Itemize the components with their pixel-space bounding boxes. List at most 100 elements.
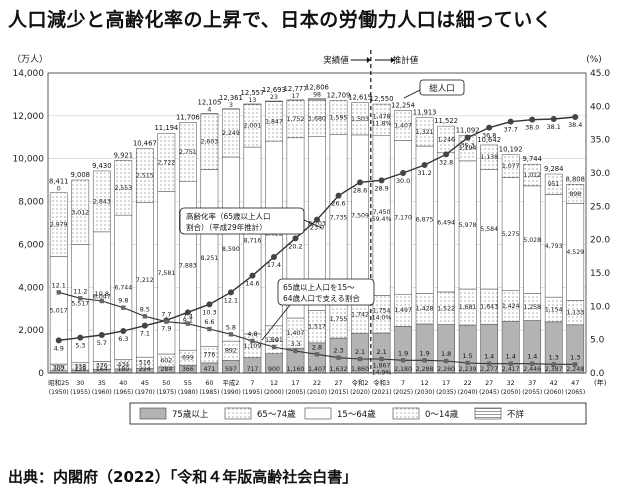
projected-label: 推計値 xyxy=(393,55,419,66)
total-label: 8,808 xyxy=(566,175,585,183)
x-year-label: (1990) xyxy=(221,389,241,396)
bar-value-label: 1,407 xyxy=(394,122,412,129)
bar-value-label: 6,875 xyxy=(416,217,434,224)
support-callout-leader xyxy=(261,304,291,341)
rate-label: 5.7 xyxy=(97,339,107,347)
bar-value-label: 2,180 xyxy=(394,366,412,373)
left-tick-label: 14,000 xyxy=(13,69,45,79)
rate-point xyxy=(357,179,364,186)
bar-value-label: 1,742 xyxy=(351,311,369,318)
bar-value-label: 900 xyxy=(268,366,280,373)
bar-value-label: 7,212 xyxy=(136,277,154,284)
figure-title: 人口減少と高齢化率の上昇で、日本の労働力人口は細っていく xyxy=(8,9,553,31)
bar-value-label: 366 xyxy=(182,366,194,373)
bar-segment xyxy=(92,170,111,233)
bar-value-label: 2,249 xyxy=(222,130,240,137)
total-label: 12,557 xyxy=(241,89,265,97)
rate-label: 17.4 xyxy=(267,261,281,269)
bar-value-label: 1,754 xyxy=(373,308,391,315)
bar-segment xyxy=(308,98,326,101)
rate-callout-leader xyxy=(303,219,323,229)
rate-label: 20.2 xyxy=(288,242,302,250)
x-era-label: 60 xyxy=(205,379,213,387)
bar-value-label: 2,260 xyxy=(437,366,455,373)
bar-value-label: 8,251 xyxy=(201,255,219,262)
x-era-label: 令和3 xyxy=(373,378,390,387)
rate-point xyxy=(227,289,234,296)
support-label: 12.1 xyxy=(52,281,66,289)
x-era-label: 7 xyxy=(250,379,254,387)
rate-label: 9.1 xyxy=(183,316,193,324)
bar-value-label: 107 xyxy=(53,366,65,373)
rate-label: 35.3 xyxy=(461,142,475,150)
x-era-label: 22 xyxy=(464,379,472,387)
x-era-label: 35 xyxy=(98,379,106,387)
x-axis-unit: (年) xyxy=(594,378,607,387)
bar-value-label: 1,407 xyxy=(308,366,326,373)
bar-segment xyxy=(566,184,585,204)
bar-value-label: 1,428 xyxy=(416,306,434,313)
bar-value-label: 4,793 xyxy=(545,243,563,250)
bar-value-label: 8,716 xyxy=(244,237,262,244)
rate-label: 10.3 xyxy=(202,308,216,316)
support-point xyxy=(400,358,406,363)
rate-point xyxy=(550,116,557,122)
x-era-label: 55 xyxy=(184,379,192,387)
x-year-label: (2050) xyxy=(501,389,521,396)
right-tick-label: 45.0 xyxy=(590,69,610,79)
total-label: 12,709 xyxy=(327,91,351,99)
x-era-label: 50 xyxy=(162,379,170,387)
bar-segment xyxy=(544,173,563,195)
unknown-value-label: 23 xyxy=(270,94,278,101)
support-point xyxy=(142,314,148,319)
bar-value-label: 7,735 xyxy=(330,215,348,222)
x-year-label: (1950) xyxy=(49,389,69,396)
right-tick-label: 35.0 xyxy=(590,136,610,146)
support-callout-line: 65歳以上人口を15～ xyxy=(283,282,355,292)
right-tick-label: 20.0 xyxy=(590,236,610,246)
left-tick-label: 0 xyxy=(38,369,44,379)
support-label: 5.8 xyxy=(226,323,236,331)
rate-callout-box xyxy=(179,207,305,235)
bar-segment xyxy=(372,103,391,137)
total-label: 11,706 xyxy=(176,113,200,121)
rate-point xyxy=(529,116,536,123)
bar-value-label: 471 xyxy=(203,366,215,373)
bar-value-label: 1,503 xyxy=(351,116,369,123)
support-label: 2.1 xyxy=(376,348,386,356)
bar-value-label: 189 xyxy=(117,366,129,373)
bar-value-label: 1,258 xyxy=(523,304,541,311)
bar-value-label: 7,450 xyxy=(373,209,391,216)
total-callout-leader xyxy=(403,89,421,99)
x-era-label: 40 xyxy=(119,379,127,387)
bar-value-label: 1,321 xyxy=(416,129,434,136)
left-tick-label: 8,000 xyxy=(18,198,44,208)
bar-segment xyxy=(394,110,412,141)
bar-value-label: 776 xyxy=(203,352,215,359)
total-callout-box xyxy=(419,79,465,96)
bar-value-label: 1,681 xyxy=(459,304,477,311)
bar-value-label: 1,860 xyxy=(351,366,369,373)
bar-value-label: 7,581 xyxy=(158,270,176,277)
bar-value-label: 2,288 xyxy=(416,366,434,373)
support-point xyxy=(99,298,104,304)
rate-point xyxy=(572,114,579,120)
bar-value-label: 1,109 xyxy=(244,343,262,350)
bar-value-label: 434 xyxy=(117,361,129,368)
support-point xyxy=(271,344,277,350)
x-era-label: 27 xyxy=(485,379,493,387)
bar-segment xyxy=(329,100,348,135)
bar-value-label: 164 xyxy=(96,366,108,373)
x-year-label: (2015) xyxy=(329,389,349,396)
x-year-label: (2000) xyxy=(264,389,284,396)
rate-label: 28.6 xyxy=(353,186,367,194)
bar-value-label: 59.4% xyxy=(372,216,392,223)
support-label: 1.4 xyxy=(484,353,494,361)
rate-point xyxy=(77,334,84,341)
bar-segment xyxy=(501,154,520,178)
x-year-label: (2010) xyxy=(307,389,327,396)
bar-value-label: 5,275 xyxy=(502,231,520,238)
bar-value-label: 6,494 xyxy=(437,219,455,226)
